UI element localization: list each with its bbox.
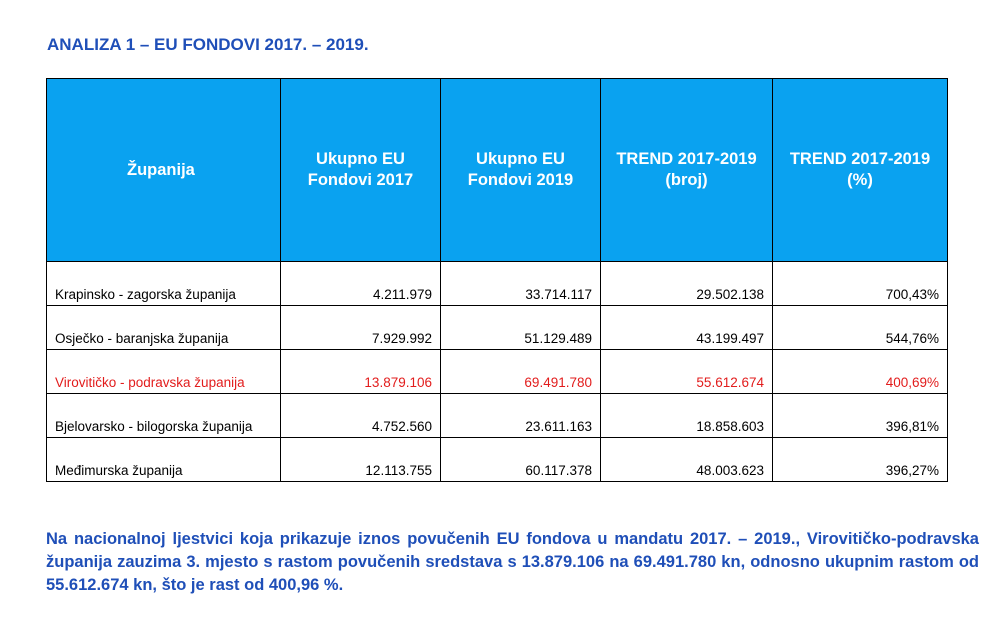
- table-row: Bjelovarsko - bilogorska županija 4.752.…: [46, 393, 948, 438]
- eu-funds-2019: 23.611.163: [440, 393, 601, 438]
- header-trend-number: TREND 2017-2019 (broj): [600, 78, 773, 262]
- trend-number: 43.199.497: [600, 305, 773, 350]
- eu-funds-2019: 69.491.780: [440, 349, 601, 394]
- eu-funds-2019: 60.117.378: [440, 437, 601, 482]
- trend-number: 29.502.138: [600, 261, 773, 306]
- county-name: Virovitičko - podravska županija: [46, 349, 281, 394]
- eu-funds-2017: 13.879.106: [280, 349, 441, 394]
- page-title: ANALIZA 1 – EU FONDOVI 2017. – 2019.: [47, 35, 369, 54]
- table-row: Međimurska županija 12.113.755 60.117.37…: [46, 437, 948, 482]
- header-eu-2017: Ukupno EU Fondovi 2017: [280, 78, 441, 262]
- county-name: Međimurska županija: [46, 437, 281, 482]
- county-name: Osječko - baranjska županija: [46, 305, 281, 350]
- trend-number: 55.612.674: [600, 349, 773, 394]
- trend-percent: 400,69%: [772, 349, 948, 394]
- trend-percent: 544,76%: [772, 305, 948, 350]
- county-name: Krapinsko - zagorska županija: [46, 261, 281, 306]
- table-row: Krapinsko - zagorska županija 4.211.979 …: [46, 261, 948, 306]
- eu-funds-2019: 33.714.117: [440, 261, 601, 306]
- eu-funds-2017: 4.752.560: [280, 393, 441, 438]
- header-trend-percent: TREND 2017-2019 (%): [772, 78, 948, 262]
- header-eu-2019: Ukupno EU Fondovi 2019: [440, 78, 601, 262]
- table-row: Osječko - baranjska županija 7.929.992 5…: [46, 305, 948, 350]
- eu-funds-table: Županija Ukupno EU Fondovi 2017 Ukupno E…: [46, 78, 948, 482]
- trend-number: 18.858.603: [600, 393, 773, 438]
- summary-paragraph: Na nacionalnoj ljestvici koja prikazuje …: [46, 530, 979, 594]
- trend-percent: 396,27%: [772, 437, 948, 482]
- eu-funds-2019: 51.129.489: [440, 305, 601, 350]
- header-county: Županija: [46, 78, 281, 262]
- county-name: Bjelovarsko - bilogorska županija: [46, 393, 281, 438]
- eu-funds-2017: 4.211.979: [280, 261, 441, 306]
- eu-funds-2017: 12.113.755: [280, 437, 441, 482]
- table-row-highlighted: Virovitičko - podravska županija 13.879.…: [46, 349, 948, 394]
- table-header-row: Županija Ukupno EU Fondovi 2017 Ukupno E…: [46, 78, 948, 262]
- trend-percent: 396,81%: [772, 393, 948, 438]
- trend-number: 48.003.623: [600, 437, 773, 482]
- trend-percent: 700,43%: [772, 261, 948, 306]
- eu-funds-2017: 7.929.992: [280, 305, 441, 350]
